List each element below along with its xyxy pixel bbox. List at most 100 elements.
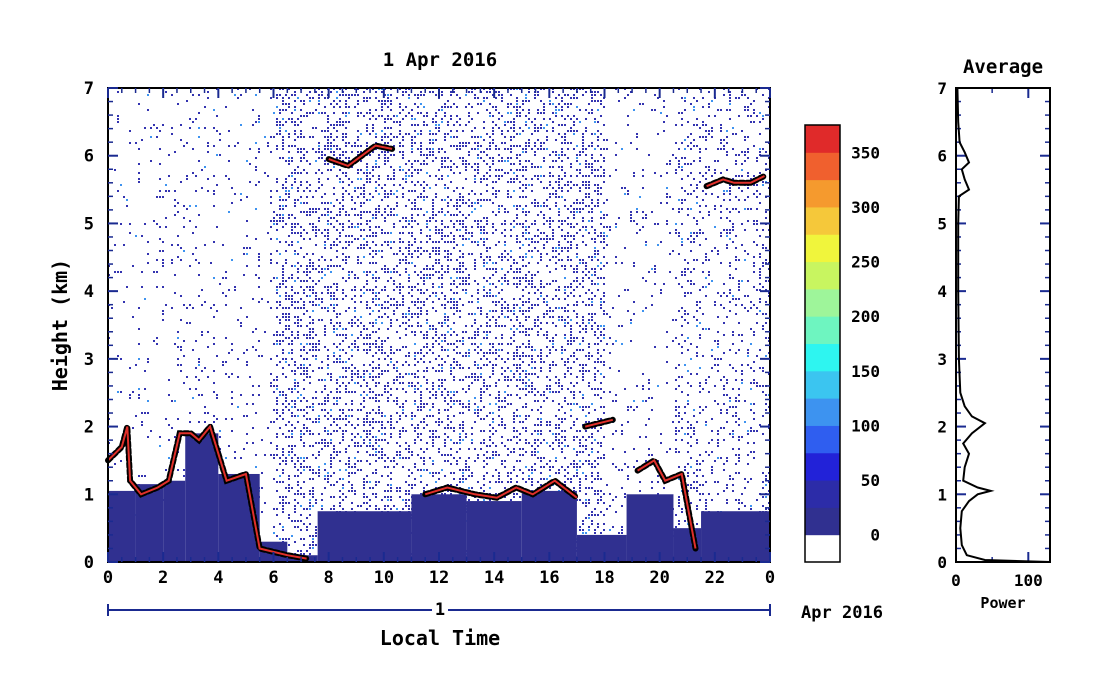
noise-pixel [357, 112, 359, 114]
noise-pixel [459, 340, 461, 342]
noise-pixel [306, 343, 308, 345]
noise-pixel [411, 487, 413, 489]
noise-pixel [345, 106, 347, 108]
noise-pixel [135, 364, 137, 366]
noise-pixel [519, 355, 521, 357]
noise-pixel [252, 346, 254, 348]
noise-pixel [297, 484, 299, 486]
noise-pixel [492, 160, 494, 162]
noise-pixel [480, 205, 482, 207]
noise-pixel [426, 289, 428, 291]
noise-pixel [474, 265, 476, 267]
noise-pixel [366, 274, 368, 276]
noise-pixel [435, 232, 437, 234]
noise-pixel [522, 184, 524, 186]
noise-pixel [459, 196, 461, 198]
noise-pixel [471, 241, 473, 243]
noise-pixel [513, 436, 515, 438]
noise-pixel [291, 295, 293, 297]
noise-pixel [192, 232, 194, 234]
noise-pixel [420, 196, 422, 198]
noise-pixel [270, 262, 272, 264]
noise-pixel [522, 295, 524, 297]
noise-pixel [507, 157, 509, 159]
noise-pixel [378, 409, 380, 411]
noise-pixel [423, 124, 425, 126]
noise-pixel [492, 262, 494, 264]
noise-pixel [270, 97, 272, 99]
noise-pixel [423, 421, 425, 423]
noise-pixel [393, 382, 395, 384]
noise-pixel [363, 286, 365, 288]
noise-pixel [303, 136, 305, 138]
noise-pixel [297, 385, 299, 387]
noise-pixel [282, 511, 284, 513]
noise-pixel [312, 253, 314, 255]
noise-pixel [492, 301, 494, 303]
noise-pixel [495, 451, 497, 453]
noise-pixel [450, 427, 452, 429]
noise-pixel [297, 319, 299, 321]
noise-pixel [474, 409, 476, 411]
noise-pixel [294, 94, 296, 96]
noise-pixel [315, 211, 317, 213]
noise-pixel [357, 196, 359, 198]
noise-pixel [357, 370, 359, 372]
noise-pixel [477, 301, 479, 303]
noise-pixel [351, 349, 353, 351]
noise-pixel [285, 337, 287, 339]
noise-pixel [363, 328, 365, 330]
noise-pixel [414, 241, 416, 243]
noise-pixel [450, 106, 452, 108]
noise-pixel [312, 397, 314, 399]
noise-pixel [138, 148, 140, 150]
noise-pixel [378, 166, 380, 168]
noise-pixel [444, 235, 446, 237]
noise-pixel [402, 508, 404, 510]
noise-pixel [345, 388, 347, 390]
noise-pixel [357, 139, 359, 141]
noise-pixel [516, 328, 518, 330]
noise-pixel [384, 454, 386, 456]
noise-pixel [462, 271, 464, 273]
noise-pixel [357, 349, 359, 351]
noise-pixel [330, 148, 332, 150]
noise-pixel [390, 109, 392, 111]
noise-pixel [474, 412, 476, 414]
noise-pixel [282, 394, 284, 396]
noise-pixel [276, 214, 278, 216]
noise-pixel [522, 208, 524, 210]
noise-pixel [309, 112, 311, 114]
noise-pixel [420, 277, 422, 279]
noise-pixel [309, 184, 311, 186]
noise-pixel [492, 181, 494, 183]
noise-pixel [324, 379, 326, 381]
noise-pixel [291, 340, 293, 342]
noise-pixel [315, 349, 317, 351]
noise-pixel [483, 331, 485, 333]
noise-pixel [285, 187, 287, 189]
noise-pixel [465, 106, 467, 108]
noise-pixel [420, 289, 422, 291]
noise-pixel [375, 331, 377, 333]
noise-pixel [483, 139, 485, 141]
noise-pixel [441, 454, 443, 456]
noise-pixel [372, 277, 374, 279]
noise-pixel [351, 487, 353, 489]
noise-pixel [468, 193, 470, 195]
noise-pixel [372, 289, 374, 291]
noise-pixel [357, 187, 359, 189]
noise-pixel [519, 163, 521, 165]
noise-pixel [345, 328, 347, 330]
noise-pixel [297, 490, 299, 492]
noise-pixel [183, 355, 185, 357]
noise-pixel [309, 478, 311, 480]
noise-pixel [450, 277, 452, 279]
noise-pixel [375, 181, 377, 183]
noise-pixel [225, 271, 227, 273]
noise-pixel [510, 223, 512, 225]
noise-pixel [339, 334, 341, 336]
noise-pixel [462, 478, 464, 480]
noise-pixel [336, 97, 338, 99]
noise-pixel [456, 463, 458, 465]
